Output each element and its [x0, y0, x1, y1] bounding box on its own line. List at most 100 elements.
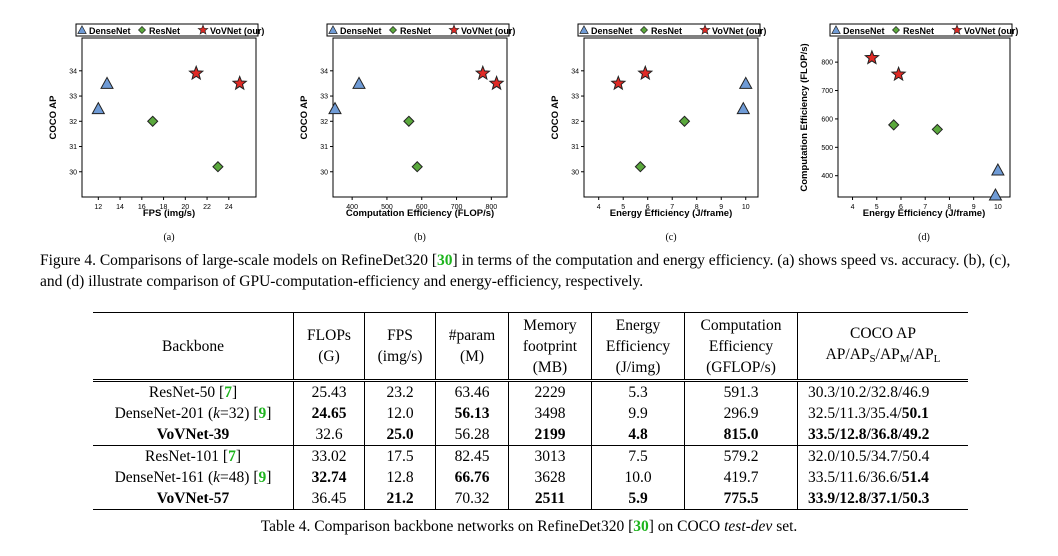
legend-marker: [448, 24, 460, 35]
citation-link[interactable]: 9: [258, 405, 267, 422]
data-point: [488, 74, 505, 91]
citation-link[interactable]: 7: [224, 384, 232, 401]
cell-coco-ap: 32.5/11.3/35.4/50.1: [808, 405, 929, 422]
cell-coco-ap: 30.3/10.2/32.8/46.9: [808, 384, 930, 401]
x-tick-label: 12: [94, 204, 102, 211]
data-point: [890, 65, 907, 82]
x-axis-label: Computation Efficiency (FLOP/s): [346, 208, 494, 219]
table-row: DenseNet-161 (k=48) [9] 32.74 12.8 66.76 362…: [93, 467, 968, 488]
figure-caption: Figure 4. Comparisons of large-scale mod…: [40, 250, 1030, 292]
y-tick-label: 32: [320, 119, 328, 126]
table-cell: 2229: [508, 380, 592, 403]
col-coco-ap: COCO AP AP/APS/APM/APL: [825, 324, 941, 365]
cell-backbone: ResNet-101 [7]: [93, 445, 294, 467]
table-cell: 3013: [508, 445, 592, 467]
x-tick-label: 500: [381, 204, 393, 211]
cell-coco-ap: 32.0/10.5/34.7/50.4: [797, 445, 968, 467]
data-point: [231, 75, 248, 91]
x-tick-label: 400: [346, 204, 358, 211]
table-cell: 24.65: [293, 403, 365, 424]
cell-coco-ap: 33.5/11.6/36.6/51.4: [808, 469, 929, 486]
data-point: [991, 162, 1005, 176]
legend-marker: [77, 25, 87, 34]
chart-c: DenseNet ResNet VoVNet (our) 4 5 6 7 8 9 10 30 31 32…: [550, 23, 766, 243]
x-axis-label: Energy Efficiency (J/frame): [610, 208, 733, 219]
figure-4: DenseNet ResNet VoVNet (our) 12 14 16 18 20 22 24…: [0, 0, 1058, 248]
y-tick-label: 700: [821, 88, 833, 95]
y-tick-label: 34: [571, 68, 579, 75]
y-tick-label: 33: [320, 94, 328, 101]
x-tick-label: 9: [972, 204, 976, 211]
cell-backbone: VoVNet-57: [93, 488, 294, 510]
table-cell: 33.02: [293, 445, 365, 467]
table-cell: 12.0: [364, 403, 436, 424]
chart-legend: DenseNet ResNet VoVNet (our): [829, 23, 1018, 37]
table-cell: 419.7: [684, 467, 798, 488]
legend-marker: [951, 24, 963, 35]
plot-area: [837, 37, 1011, 198]
citation-link[interactable]: 30: [633, 518, 649, 535]
chart-legend: DenseNet ResNet VoVNet (our): [577, 23, 766, 37]
citation-link[interactable]: 7: [228, 448, 236, 465]
table-header-row: Backbone FLOPs (G) FPS (img/s) #param (M) M…: [93, 312, 968, 381]
table-cell: 5.9: [591, 488, 685, 510]
data-point: [91, 101, 106, 115]
x-tick-label: 7: [670, 204, 674, 211]
x-tick-label: 10: [742, 204, 750, 211]
citation-link[interactable]: 30: [437, 252, 453, 269]
col-energy: Energy Efficiency (J/img): [591, 312, 685, 381]
table-cell: 10.0: [591, 467, 685, 488]
data-point: [931, 123, 944, 136]
y-axis-label: COCO AP: [299, 95, 310, 140]
legend-marker: [831, 25, 841, 34]
table-row: ResNet-101 [7] 33.02 17.5 82.45 3013 7.5 579.2…: [93, 445, 968, 467]
y-tick-label: 30: [320, 169, 328, 176]
table-cell: 66.76: [435, 467, 509, 488]
legend-marker: [640, 26, 648, 34]
y-tick-label: 33: [69, 94, 77, 101]
citation-link[interactable]: 9: [258, 469, 267, 486]
data-point: [212, 161, 224, 173]
data-point: [188, 64, 205, 81]
data-point: [863, 49, 880, 65]
y-axis-label: Computation Efficiency (FLOP/s): [799, 43, 810, 191]
data-point: [988, 187, 1003, 201]
y-axis-label: COCO AP: [550, 95, 561, 140]
table-cell: 579.2: [684, 445, 798, 467]
y-tick-label: 32: [69, 119, 77, 126]
x-tick-label: 6: [646, 204, 650, 211]
data-point: [328, 101, 342, 115]
legend-label: VoVNet (our): [964, 26, 1018, 36]
table-cell: 32.74: [293, 467, 365, 488]
table-cell: 25.0: [364, 424, 436, 446]
table-cell: 21.2: [364, 488, 436, 510]
table-cell: 17.5: [364, 445, 436, 467]
y-axis-label: COCO AP: [48, 95, 59, 140]
col-computation: Computation Efficiency (GFLOP/s): [684, 312, 798, 381]
legend-label: DenseNet: [340, 26, 382, 36]
panel-label: (b): [414, 232, 426, 243]
plot-area: [332, 37, 508, 198]
legend-label: ResNet: [903, 26, 934, 36]
x-tick-label: 800: [485, 204, 497, 211]
table-cell: 3498: [508, 403, 592, 424]
data-point: [634, 161, 647, 173]
table-row: DenseNet-201 (k=32) [9] 24.65 12.0 56.13 349…: [93, 403, 968, 424]
data-point: [100, 76, 114, 89]
data-point: [736, 101, 751, 115]
plot-area: [81, 37, 257, 198]
cell-backbone: DenseNet-201 (k=32) [9]: [93, 403, 294, 424]
table-cell: 63.46: [435, 380, 509, 403]
col-memory: Memory footprint (MB): [508, 312, 592, 381]
table-cell: 296.9: [684, 403, 798, 424]
table-4: Backbone FLOPs (G) FPS (img/s) #param (M) M…: [93, 312, 968, 510]
data-point: [888, 119, 900, 131]
y-tick-label: 34: [69, 68, 77, 75]
x-tick-label: 20: [181, 204, 189, 211]
cell-coco-ap: 33.5/12.8/36.8/49.2: [808, 426, 930, 443]
legend-marker: [892, 26, 900, 34]
table-cell: 4.8: [591, 424, 685, 446]
plot-area: [583, 37, 759, 198]
legend-label: ResNet: [400, 26, 431, 36]
x-tick-label: 16: [138, 204, 146, 211]
